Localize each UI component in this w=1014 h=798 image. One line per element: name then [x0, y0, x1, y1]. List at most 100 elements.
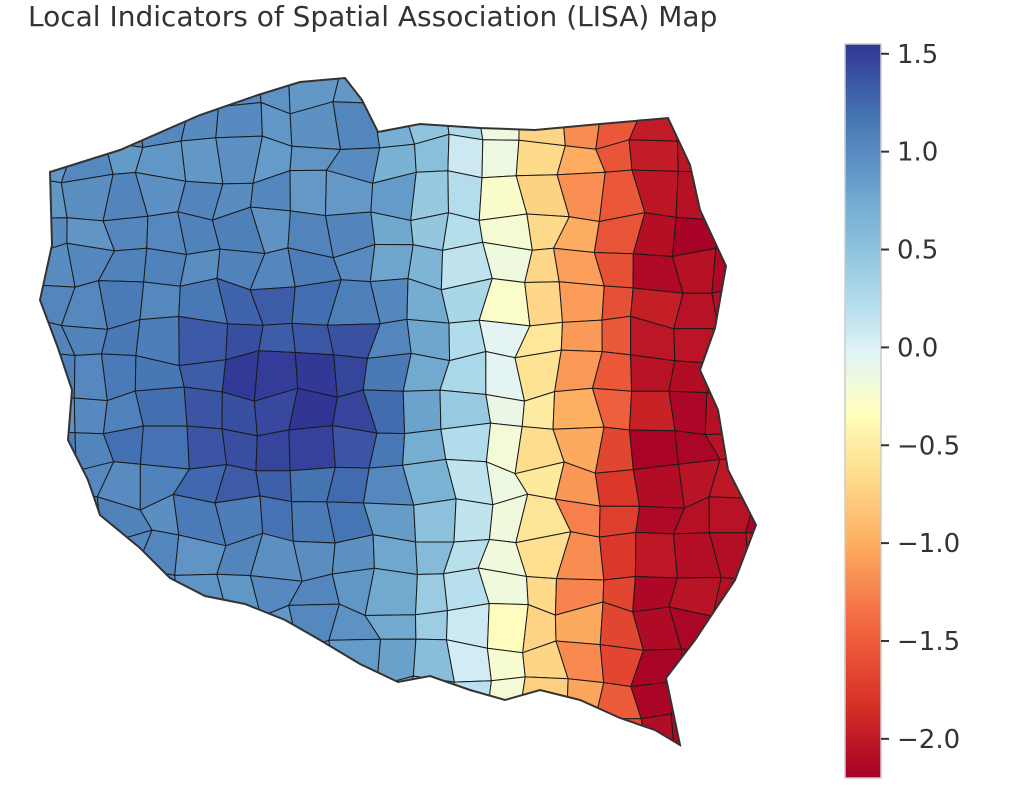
district-region [134, 678, 184, 726]
district-region [744, 754, 790, 790]
district-region [61, 98, 115, 143]
district-region [634, 531, 678, 579]
district-region [558, 281, 605, 323]
district-region [751, 709, 756, 745]
district-region [139, 425, 190, 470]
district-region [298, 757, 326, 790]
district-region [757, 245, 790, 285]
district-region [40, 567, 78, 614]
colorbar-tick-label: 0.0 [897, 333, 938, 363]
colorbar-tick-label: −1.5 [897, 627, 960, 657]
district-region [706, 609, 754, 654]
district-region [749, 577, 756, 615]
district-region [175, 762, 223, 790]
district-region [328, 638, 381, 687]
district-region [673, 328, 723, 365]
district-region [745, 320, 756, 364]
district-region [403, 78, 446, 111]
district-region [63, 601, 100, 642]
district-region [40, 688, 72, 718]
colorbar-gradient [844, 43, 882, 779]
district-region [214, 644, 256, 684]
district-region [601, 285, 634, 321]
district-region [715, 220, 756, 249]
district-region [136, 78, 191, 106]
district-region [640, 713, 675, 745]
district-region [135, 568, 179, 619]
district-region [524, 281, 563, 327]
map-title: Local Indicators of Spatial Association … [28, 0, 718, 33]
district-region [486, 603, 529, 654]
district-region [288, 425, 336, 472]
colorbar-tick-label: 1.0 [897, 138, 938, 168]
district-region [707, 78, 754, 106]
district-region [291, 322, 335, 356]
district-region [99, 679, 149, 726]
district-region [744, 432, 756, 471]
district-region [40, 98, 77, 145]
district-region [709, 711, 755, 745]
district-region [264, 748, 300, 790]
district-region [173, 678, 229, 724]
district-region [63, 639, 101, 690]
district-region [718, 327, 752, 365]
colorbar-tick-label: −1.0 [897, 529, 960, 559]
district-region [40, 712, 69, 745]
district-region [410, 170, 449, 221]
district-region [143, 247, 187, 287]
district-region [134, 386, 188, 427]
district-region [415, 610, 448, 641]
district-region [560, 319, 603, 353]
district-region [745, 349, 756, 400]
district-region [144, 758, 178, 790]
district-region [40, 533, 67, 575]
district-region [98, 640, 143, 687]
colorbar-tick-label: −2.0 [897, 725, 960, 755]
district-region [519, 676, 569, 719]
district-region [134, 637, 185, 680]
district-region [630, 354, 676, 392]
district-region [98, 568, 154, 619]
district-region [748, 392, 756, 435]
district-region [404, 750, 449, 790]
district-region [176, 78, 220, 108]
district-region [598, 531, 637, 581]
district-region [743, 78, 756, 110]
district-region [557, 751, 601, 790]
district-region [30, 749, 64, 790]
district-region [517, 751, 566, 790]
district-region [173, 712, 229, 745]
district-region [326, 758, 376, 790]
district-region [750, 278, 756, 329]
district-region [752, 215, 756, 248]
district-region [40, 601, 78, 645]
district-region [556, 717, 601, 745]
district-region [481, 139, 520, 179]
district-region [745, 532, 756, 581]
district-region [372, 534, 418, 575]
district-region [219, 709, 266, 745]
district-region [332, 101, 381, 150]
district-region [40, 639, 72, 690]
district-region [747, 609, 756, 654]
district-region [744, 457, 756, 508]
district-region [64, 567, 110, 613]
district-region [443, 78, 492, 114]
district-region [402, 389, 442, 435]
district-region [594, 469, 640, 507]
district-region [711, 677, 755, 715]
district-region [67, 685, 106, 726]
district-region [143, 722, 179, 745]
district-region [668, 78, 714, 103]
district-region [415, 573, 448, 616]
district-region [706, 98, 752, 151]
district-region [628, 139, 679, 172]
district-region [253, 644, 300, 680]
district-region [745, 498, 756, 535]
colorbar-tick-label: −0.5 [897, 431, 960, 461]
district-region [443, 717, 488, 745]
district-region [374, 714, 418, 745]
district-region [40, 458, 77, 509]
